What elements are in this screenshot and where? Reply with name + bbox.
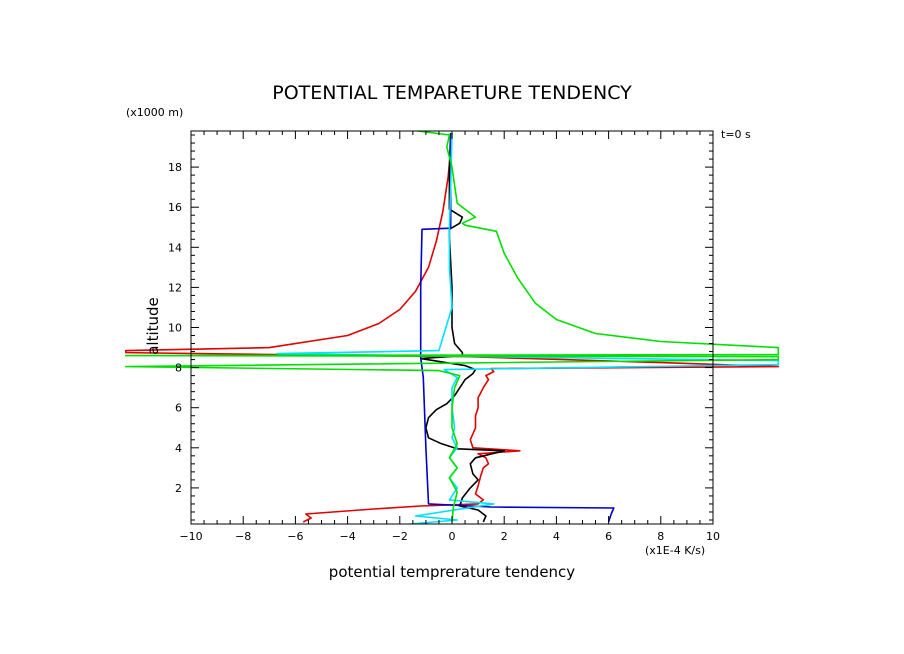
y-tick-label: 6 bbox=[175, 402, 182, 415]
y-axis: 2 4 6 8 10 12 14 16 18 bbox=[168, 134, 713, 521]
x-tick-label: 8 bbox=[657, 530, 664, 543]
y-tick-label: 4 bbox=[175, 442, 182, 455]
series-line-2 bbox=[419, 132, 505, 523]
y-axis-label: altitude bbox=[144, 297, 162, 355]
time-label: t=0 s bbox=[721, 128, 751, 141]
x-tick-label: 2 bbox=[501, 530, 508, 543]
x-unit-label: (x1E-4 K/s) bbox=[645, 544, 705, 557]
series-line-4 bbox=[276, 132, 780, 524]
y-tick-label: 12 bbox=[168, 281, 182, 294]
x-tick-label: 10 bbox=[706, 530, 720, 543]
y-unit-label: (x1000 m) bbox=[126, 106, 183, 119]
series-layer bbox=[125, 131, 780, 524]
x-tick-label: −6 bbox=[287, 530, 303, 543]
y-tick-label: 18 bbox=[168, 161, 182, 174]
y-tick-label: 10 bbox=[168, 322, 182, 335]
x-tick-label: −8 bbox=[235, 530, 251, 543]
y-tick-label: 14 bbox=[168, 241, 182, 254]
series-line-1 bbox=[125, 132, 780, 523]
x-tick-label: −2 bbox=[392, 530, 408, 543]
x-axis: −10 −8 −6 −4 −2 0 2 4 6 8 10 bbox=[179, 131, 720, 543]
series-line-3 bbox=[419, 135, 615, 523]
x-tick-label: 0 bbox=[449, 530, 456, 543]
y-tick-label: 2 bbox=[175, 482, 182, 495]
x-tick-label: 6 bbox=[605, 530, 612, 543]
x-tick-label: 4 bbox=[553, 530, 560, 543]
x-tick-label: −4 bbox=[339, 530, 355, 543]
series-line-5 bbox=[125, 131, 780, 523]
y-tick-label: 16 bbox=[168, 201, 182, 214]
x-tick-label: −10 bbox=[179, 530, 202, 543]
x-axis-label: potential temprerature tendency bbox=[329, 563, 576, 581]
y-tick-label: 8 bbox=[175, 362, 182, 375]
chart-title: POTENTIAL TEMPARETURE TENDENCY bbox=[272, 82, 632, 104]
